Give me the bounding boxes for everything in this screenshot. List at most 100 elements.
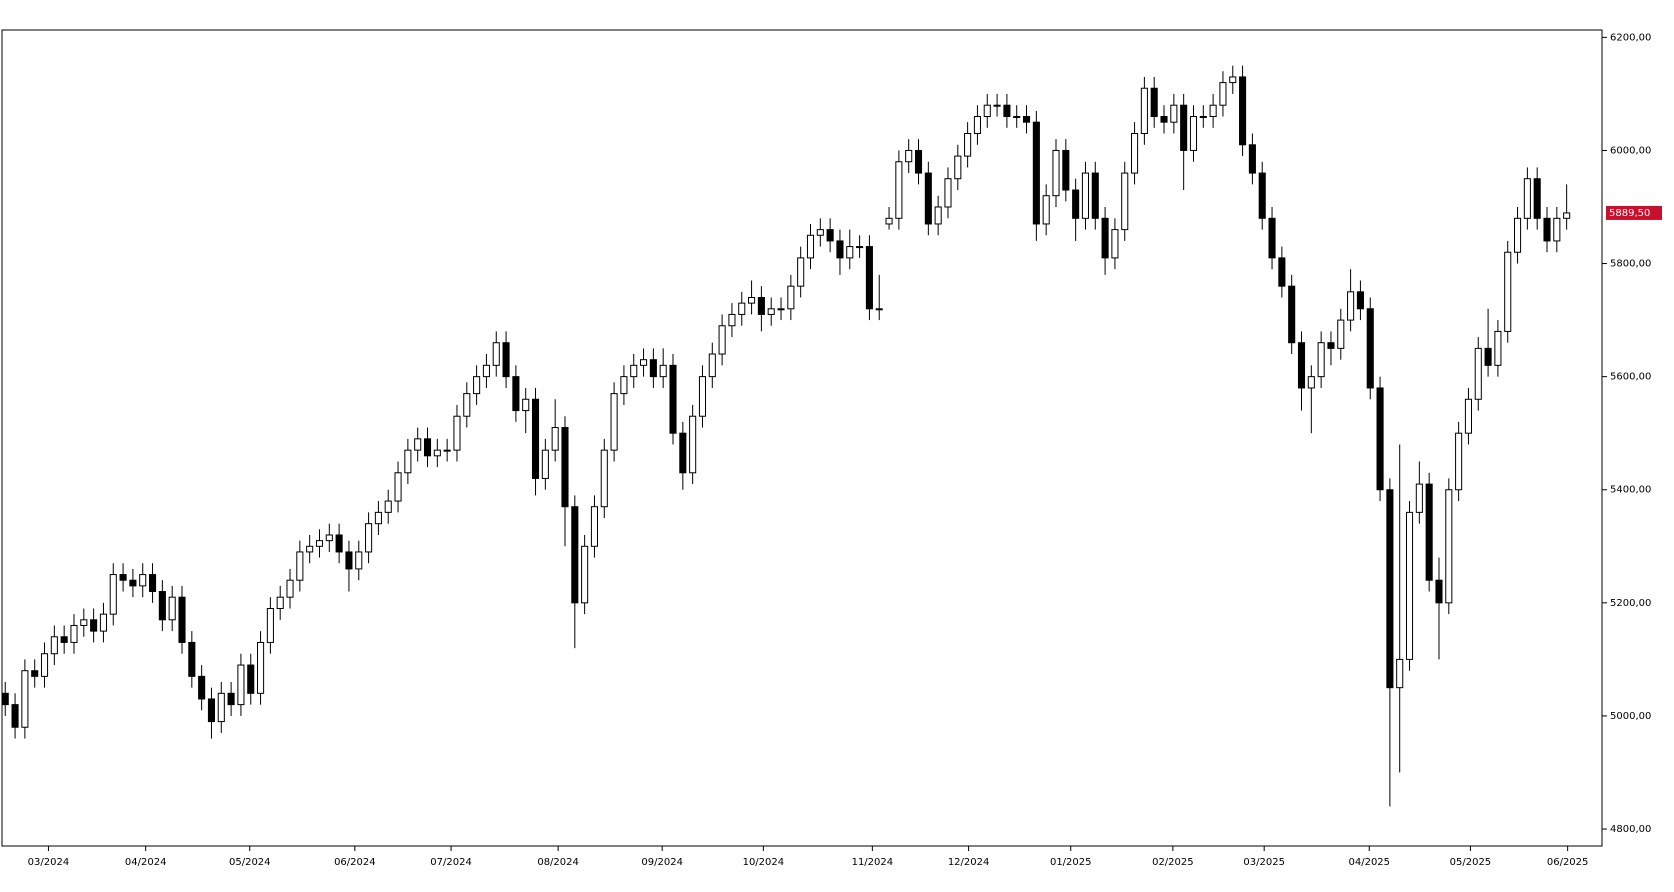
candle-body xyxy=(640,359,648,366)
candle-body xyxy=(679,432,687,474)
candle-body xyxy=(600,449,608,508)
candle-body xyxy=(698,376,707,417)
candle-body xyxy=(1101,217,1109,259)
candle-body xyxy=(826,229,834,242)
x-tick-label: 12/2024 xyxy=(948,857,990,868)
last-price-label: 5889,50 xyxy=(1609,208,1650,219)
candle-body xyxy=(355,551,363,570)
candle-body xyxy=(836,240,844,259)
candle-body xyxy=(1189,116,1198,151)
candle-body xyxy=(669,364,677,434)
candle-body xyxy=(296,551,304,581)
candle-body xyxy=(1445,489,1453,604)
candle-body xyxy=(846,246,854,259)
candle-body xyxy=(630,364,638,378)
candle-body xyxy=(31,670,39,677)
candle-body xyxy=(1474,347,1482,400)
candle-body xyxy=(1170,104,1178,123)
candle-body xyxy=(914,149,923,174)
candle-body xyxy=(806,234,815,259)
candle-body xyxy=(1219,82,1227,106)
x-tick-label: 04/2025 xyxy=(1348,857,1390,868)
x-tick-label: 07/2024 xyxy=(430,857,472,868)
candle-body xyxy=(168,596,176,621)
candle-body xyxy=(257,641,265,694)
candle-body xyxy=(198,675,206,700)
candle-body xyxy=(512,376,520,412)
candle-body xyxy=(1248,144,1256,174)
candle-body xyxy=(384,500,392,513)
candle-body xyxy=(541,449,549,479)
candle-body xyxy=(50,636,58,655)
candle-body xyxy=(463,393,471,417)
candle-body xyxy=(1366,308,1374,389)
candle-body xyxy=(1072,189,1080,219)
candle-body xyxy=(983,104,991,118)
candle-body xyxy=(1131,132,1139,174)
candle-body xyxy=(1464,398,1472,434)
candle-body xyxy=(1297,342,1306,389)
candle-body xyxy=(1356,291,1364,310)
candle-body xyxy=(1396,658,1404,689)
candle-body xyxy=(423,438,432,457)
candle-body xyxy=(178,596,186,643)
candle-body xyxy=(1435,579,1443,604)
candle-body xyxy=(1553,217,1561,242)
x-tick-label: 09/2024 xyxy=(641,857,683,868)
candle-body xyxy=(11,704,19,728)
candle-body xyxy=(276,596,284,609)
candle-body xyxy=(139,574,147,587)
candle-body xyxy=(1327,342,1335,349)
candle-body xyxy=(1494,330,1502,366)
candle-body xyxy=(531,398,540,479)
candle-body xyxy=(394,472,402,502)
candle-body xyxy=(1258,172,1266,219)
candle-body xyxy=(993,104,1001,107)
candle-body xyxy=(433,449,441,457)
x-tick-label: 04/2024 xyxy=(125,857,167,868)
candle-body xyxy=(610,393,618,451)
candle-body xyxy=(748,296,756,304)
candle-body xyxy=(1140,87,1148,134)
x-tick-label: 06/2024 xyxy=(334,857,376,868)
candle-body xyxy=(473,376,481,395)
candle-body xyxy=(1062,149,1070,191)
candle-body xyxy=(718,325,726,355)
candle-body xyxy=(1229,76,1237,84)
candle-body xyxy=(1013,116,1021,119)
x-tick-label: 08/2024 xyxy=(537,857,579,868)
candle-body xyxy=(217,692,225,723)
candle-body xyxy=(335,534,343,553)
candle-body xyxy=(1376,387,1384,491)
candle-body xyxy=(522,398,530,412)
candle-body xyxy=(777,308,785,311)
candle-body xyxy=(1042,195,1050,225)
candle-body xyxy=(973,116,981,134)
x-tick-label: 05/2024 xyxy=(229,857,271,868)
candle-body xyxy=(1032,121,1040,225)
candle-body xyxy=(109,574,117,615)
candle-body xyxy=(129,579,137,587)
candle-body xyxy=(1543,217,1551,242)
candle-body xyxy=(620,376,628,395)
y-tick-label: 6000,00 xyxy=(1610,145,1651,156)
x-tick-label: 06/2025 xyxy=(1547,857,1589,868)
candle-body xyxy=(551,427,559,451)
candle-body xyxy=(453,415,461,451)
y-tick-label: 5400,00 xyxy=(1610,485,1651,496)
candle-body xyxy=(1,692,9,706)
candle-body xyxy=(1425,483,1433,581)
candle-body xyxy=(158,591,166,621)
candle-body xyxy=(80,619,88,626)
candle-body xyxy=(1022,116,1031,123)
x-tick-label: 05/2025 xyxy=(1450,857,1492,868)
candle-body xyxy=(581,545,589,604)
candle-body xyxy=(1405,511,1414,660)
candle-body xyxy=(1199,116,1207,119)
candle-body xyxy=(571,506,579,604)
candle-body xyxy=(492,342,500,366)
candle-body xyxy=(1160,116,1168,123)
candle-body xyxy=(325,534,333,542)
candle-body xyxy=(188,641,196,677)
